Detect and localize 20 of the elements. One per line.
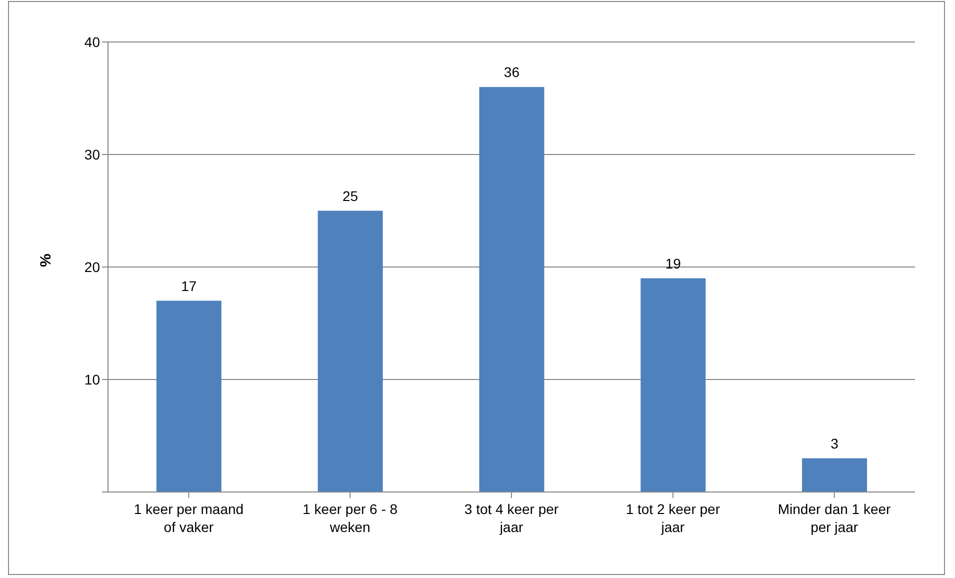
y-tick-label: 30 <box>84 146 100 162</box>
x-tick-label: Minder dan 1 keer per jaar <box>778 501 892 535</box>
data-label: 25 <box>342 188 358 204</box>
bar <box>156 300 222 492</box>
x-tick-label: 1 keer per 6 - 8 weken <box>302 501 398 535</box>
bar <box>479 87 544 492</box>
x-tick-label: 3 tot 4 keer per jaar <box>464 501 559 535</box>
bar <box>640 278 706 492</box>
data-label: 3 <box>830 435 839 452</box>
bar <box>318 210 383 492</box>
y-tick-label: 10 <box>84 371 100 388</box>
bar <box>802 458 868 492</box>
y-tick-label: 20 <box>84 258 100 275</box>
x-tick-label: 1 tot 2 keer per jaar <box>626 501 720 535</box>
y-axis-title: % <box>37 254 54 267</box>
data-label: 36 <box>504 64 520 80</box>
y-tick-label: 40 <box>84 34 100 50</box>
x-tick-label: 1 keer per maand of vaker <box>134 501 244 535</box>
data-label: 17 <box>181 278 197 294</box>
data-label: 19 <box>665 255 682 272</box>
